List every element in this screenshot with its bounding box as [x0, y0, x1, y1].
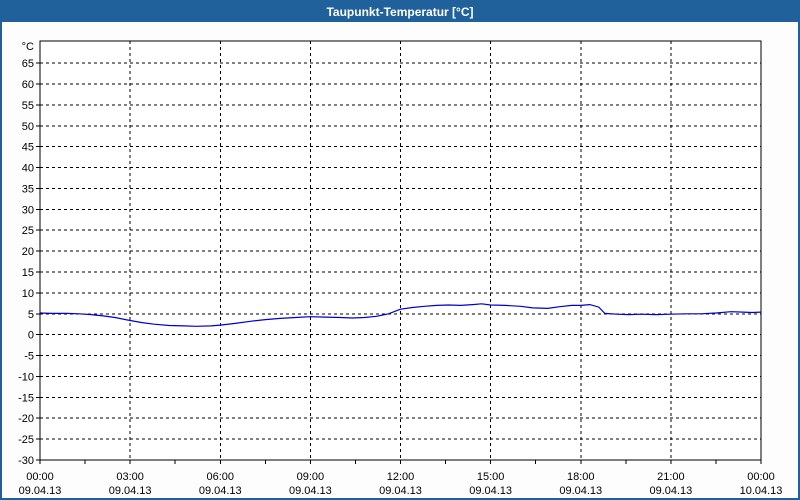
- x-tick-date-label: 09.04.13: [379, 485, 422, 497]
- y-tick-label: -20: [18, 413, 34, 425]
- data-line: [39, 303, 762, 327]
- x-tick-date-label: 09.04.13: [649, 485, 692, 497]
- x-tick-date-label: 10.04.13: [740, 485, 783, 497]
- x-tick-date-label: 09.04.13: [199, 485, 242, 497]
- x-tick-time-label: 06:00: [206, 471, 234, 483]
- y-tick-label: 0: [28, 330, 34, 342]
- y-tick-label: -10: [18, 371, 34, 383]
- y-tick-label: -5: [24, 351, 34, 363]
- y-tick-label: 50: [22, 121, 34, 133]
- y-tick-label: 20: [22, 246, 34, 258]
- x-tick-date-label: 09.04.13: [19, 485, 62, 497]
- x-tick-time-label: 00:00: [747, 471, 775, 483]
- y-tick-label: 10: [22, 288, 34, 300]
- x-tick-time-label: 03:00: [116, 471, 144, 483]
- y-tick-label: -30: [18, 455, 34, 467]
- window-title-bar: Taupunkt-Temperatur [°C]: [2, 2, 798, 22]
- x-tick-time-label: 09:00: [297, 471, 325, 483]
- y-tick-label: 25: [22, 225, 34, 237]
- x-tick-time-label: 21:00: [657, 471, 685, 483]
- plot-border: [39, 40, 762, 461]
- y-tick-label: 15: [22, 267, 34, 279]
- y-tick-label: 60: [22, 79, 34, 91]
- x-tick-time-label: 12:00: [387, 471, 415, 483]
- y-tick-label: 5: [28, 309, 34, 321]
- x-tick-date-label: 09.04.13: [109, 485, 152, 497]
- x-tick-time-label: 00:00: [26, 471, 54, 483]
- y-tick-label: 55: [22, 100, 34, 112]
- x-tick-date-label: 09.04.13: [289, 485, 332, 497]
- y-tick-label: 45: [22, 142, 34, 154]
- x-tick-date-label: 09.04.13: [469, 485, 512, 497]
- y-tick-label: 35: [22, 183, 34, 195]
- chart-svg: 65605550454035302520151050-5-10-15-20-25…: [18, 40, 783, 497]
- y-tick-label: 65: [22, 58, 34, 70]
- y-tick-label: 30: [22, 204, 34, 216]
- y-axis-unit-label: °C: [22, 41, 34, 53]
- chart-area: 65 60 55 50 45 40 35 30 25 20 15 10 5 0 -5 -10 -15 -20 -25…: [2, 22, 798, 498]
- y-tick-label: -15: [18, 392, 34, 404]
- x-tick-time-label: 18:00: [567, 471, 595, 483]
- y-tick-label: 40: [22, 163, 34, 175]
- x-tick-date-label: 09.04.13: [559, 485, 602, 497]
- x-tick-time-label: 15:00: [477, 471, 505, 483]
- chart-title: Taupunkt-Temperatur [°C]: [326, 5, 474, 19]
- y-tick-label: -25: [18, 434, 34, 446]
